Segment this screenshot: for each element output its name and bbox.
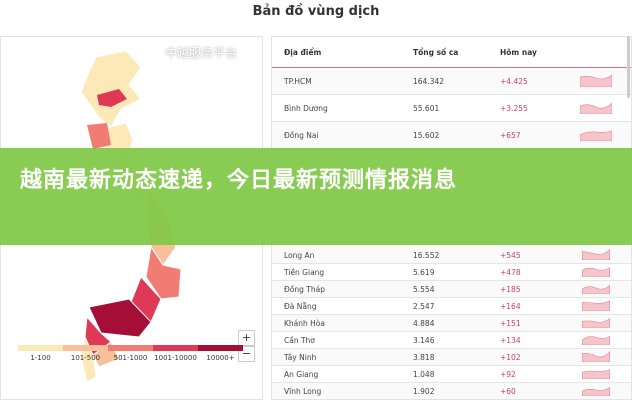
total-cell: 2.547 [413, 301, 435, 311]
table-row[interactable]: Long An 16.552 +545 [272, 247, 631, 264]
trend-sparkline [582, 284, 610, 295]
table-row[interactable]: TP.HCM 164.342 +4.425 [272, 68, 631, 95]
place-cell: Đồng Nai [284, 130, 319, 140]
place-cell: An Giang [284, 369, 319, 379]
trend-sparkline [582, 369, 610, 380]
page-title: Bản đồ vùng dịch [252, 4, 380, 19]
table-row[interactable]: Tây Ninh 3.818 +102 [272, 349, 631, 366]
legend-label: 501-1000 [113, 354, 148, 362]
header-place[interactable]: Địa điểm [284, 47, 322, 57]
today-cell: +164 [500, 301, 521, 311]
header-total[interactable]: Tổng số ca [413, 47, 459, 57]
legend-item: 10000+ [198, 345, 243, 362]
legend-label: 10000+ [206, 354, 235, 362]
legend-swatch [63, 345, 108, 351]
place-cell: TP.HCM [284, 76, 312, 86]
legend-swatch [153, 345, 198, 351]
today-cell: +185 [500, 284, 521, 294]
today-cell: +545 [500, 250, 521, 260]
total-cell: 5.554 [413, 284, 435, 294]
trend-sparkline [579, 74, 613, 88]
trend-sparkline [579, 130, 613, 142]
trend-sparkline [582, 267, 610, 278]
watermark: 中越服务平台 [165, 46, 238, 60]
legend-item: 1001-10000 [153, 345, 198, 362]
table-row[interactable]: Cần Thơ 3.146 +134 [272, 332, 631, 349]
table-row[interactable]: Đồng Tháp 5.554 +185 [272, 281, 631, 298]
place-cell: Vĩnh Long [284, 386, 322, 396]
table-row[interactable]: Bình Dương 55.601 +3.255 [272, 95, 631, 122]
today-cell: +657 [500, 130, 521, 140]
legend-label: 1-100 [30, 354, 51, 362]
place-cell: Long An [284, 250, 315, 260]
place-cell: Đà Nẵng [284, 301, 317, 311]
total-cell: 15.602 [413, 130, 440, 140]
header-today[interactable]: Hôm nay [500, 47, 537, 57]
trend-sparkline [579, 102, 613, 115]
total-cell: 3.818 [413, 352, 435, 362]
legend-swatch [198, 345, 243, 351]
place-cell: Khánh Hòa [284, 318, 325, 328]
trend-sparkline [582, 351, 610, 363]
total-cell: 55.601 [413, 103, 440, 113]
trend-sparkline [582, 336, 610, 346]
zoom-out-button[interactable]: − [238, 346, 255, 362]
today-cell: +151 [500, 318, 521, 328]
legend-item: 501-1000 [108, 345, 153, 362]
total-cell: 4.884 [413, 318, 435, 328]
zoom-in-button[interactable]: + [238, 330, 255, 346]
total-cell: 3.146 [413, 335, 435, 345]
total-cell: 5.619 [413, 267, 435, 277]
today-cell: +478 [500, 267, 521, 277]
legend-label: 1001-10000 [154, 354, 197, 362]
trend-sparkline [582, 318, 610, 329]
place-cell: Bình Dương [284, 103, 328, 113]
table-row[interactable]: Vĩnh Long 1.902 +60 [272, 383, 631, 399]
place-cell: Cần Thơ [284, 335, 315, 345]
today-cell: +60 [500, 386, 516, 396]
total-cell: 16.552 [413, 250, 440, 260]
table-row[interactable]: An Giang 1.048 +92 [272, 366, 631, 383]
table-row[interactable]: Đà Nẵng 2.547 +164 [272, 298, 631, 315]
today-cell: +102 [500, 352, 521, 362]
total-cell: 1.048 [413, 369, 435, 379]
table-row[interactable]: Khánh Hòa 4.884 +151 [272, 315, 631, 332]
place-cell: Đồng Tháp [284, 284, 325, 294]
trend-sparkline [582, 249, 610, 261]
table-scrollbar[interactable] [627, 36, 630, 98]
legend-item: 1-100 [18, 345, 63, 362]
today-cell: +134 [500, 335, 521, 345]
legend-label: 101-500 [70, 354, 101, 362]
today-cell: +92 [500, 369, 516, 379]
today-cell: +3.255 [500, 103, 528, 113]
table-row[interactable]: Tiền Giang 5.619 +478 [272, 264, 631, 281]
legend-swatch [108, 345, 153, 351]
trend-sparkline [582, 300, 610, 312]
total-cell: 1.902 [413, 386, 435, 396]
table-header: Địa điểm Tổng số ca Hôm nay [272, 37, 631, 68]
place-cell: Tiền Giang [284, 267, 325, 277]
place-cell: Tây Ninh [284, 352, 317, 362]
table-row[interactable]: Đồng Nai 15.602 +657 [272, 122, 631, 149]
today-cell: +4.425 [500, 76, 528, 86]
legend-swatch [18, 345, 63, 351]
headline-banner: 越南最新动态速递，今日最新预测情报消息 [0, 148, 632, 245]
trend-sparkline [582, 386, 610, 397]
legend-item: 101-500 [63, 345, 108, 362]
map-legend: 1-100 101-500 501-1000 1001-10000 10000+ [18, 345, 243, 362]
total-cell: 164.342 [413, 76, 445, 86]
